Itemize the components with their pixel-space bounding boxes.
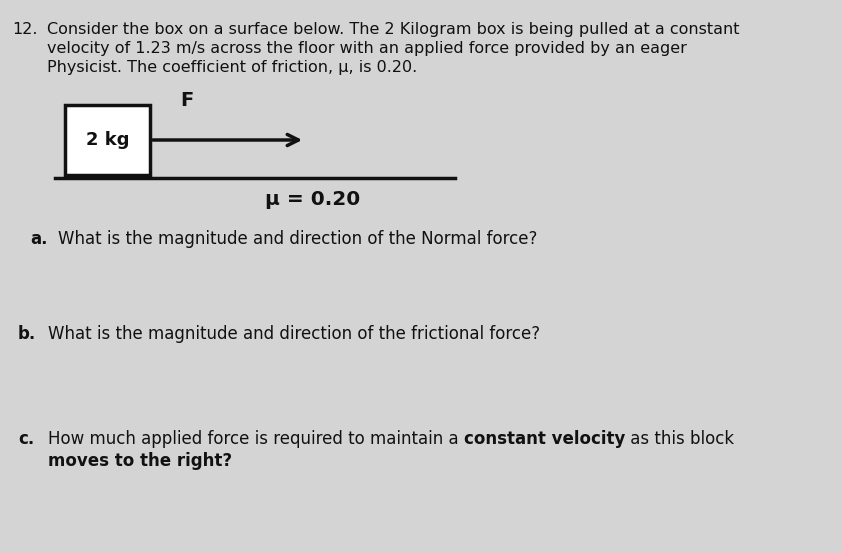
Text: c.: c. — [18, 430, 35, 448]
Text: a.: a. — [30, 230, 47, 248]
Text: 2 kg: 2 kg — [86, 131, 130, 149]
Text: 12.: 12. — [12, 22, 38, 37]
Text: moves to the right?: moves to the right? — [48, 452, 232, 470]
Bar — [65, 105, 150, 175]
Text: How much applied force is required to maintain a: How much applied force is required to ma… — [48, 430, 464, 448]
Text: What is the magnitude and direction of the frictional force?: What is the magnitude and direction of t… — [48, 325, 540, 343]
Text: constant velocity: constant velocity — [464, 430, 626, 448]
Text: What is the magnitude and direction of the Normal force?: What is the magnitude and direction of t… — [58, 230, 537, 248]
Text: b.: b. — [18, 325, 36, 343]
Text: as this block: as this block — [626, 430, 734, 448]
Text: Physicist. The coefficient of friction, μ, is 0.20.: Physicist. The coefficient of friction, … — [47, 60, 418, 75]
Text: velocity of 1.23 m/s across the floor with an applied force provided by an eager: velocity of 1.23 m/s across the floor wi… — [47, 41, 687, 56]
Text: μ = 0.20: μ = 0.20 — [265, 190, 360, 209]
Text: F: F — [180, 91, 194, 110]
Text: Consider the box on a surface below. The 2 Kilogram box is being pulled at a con: Consider the box on a surface below. The… — [47, 22, 739, 37]
